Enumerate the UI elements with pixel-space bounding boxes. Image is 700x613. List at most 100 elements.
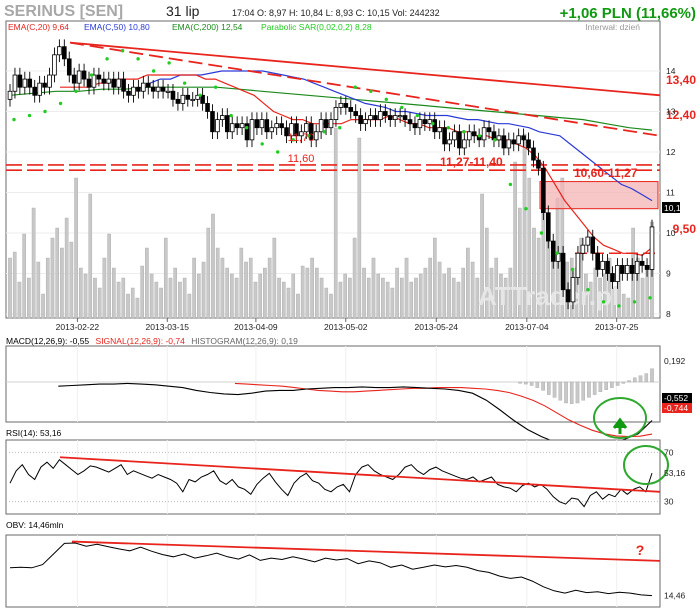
candle-up	[57, 46, 62, 56]
volume-bar	[225, 267, 229, 319]
candle-up	[180, 94, 186, 104]
last-price-tag	[662, 202, 680, 213]
sar-dot	[431, 121, 435, 126]
volume-bar	[366, 277, 371, 319]
candle-down	[254, 119, 260, 129]
date-axis: 2013-02-22 2013-03-15 2013-04-09 2013-05-02…	[56, 318, 639, 332]
volume-bar	[27, 277, 31, 319]
price-axis: 8 9 10 11 12 13 14 10,15	[662, 66, 686, 319]
volume-bar	[315, 267, 319, 319]
volume-bar	[636, 257, 640, 319]
volume-bar	[324, 287, 329, 319]
macd-histogram-bar	[621, 381, 626, 384]
volume-bar	[60, 247, 64, 319]
obv-panel: OBV: 14,46mln ? 14,46	[5, 520, 686, 608]
macd-histogram-bar	[575, 381, 580, 404]
volume-bar	[395, 267, 399, 319]
candle-down	[343, 103, 349, 108]
obv-trendline	[71, 540, 661, 562]
volume-bar	[17, 281, 22, 319]
volume-bar	[475, 277, 480, 319]
sar-dot	[353, 85, 357, 89]
price-tick-label: 13	[666, 107, 676, 117]
volume-bar	[626, 297, 631, 319]
volume-bar	[36, 261, 41, 319]
candle-up	[141, 82, 146, 92]
volume-bar	[187, 293, 192, 319]
sar-dot	[27, 113, 32, 118]
volume-bar	[277, 277, 281, 319]
candle-down	[590, 236, 596, 254]
sar-dot	[198, 93, 202, 98]
volume-bar	[527, 177, 532, 319]
sar-dot	[586, 288, 590, 292]
candle-up	[259, 119, 265, 129]
candle-up	[496, 135, 502, 141]
candle-up	[12, 74, 18, 92]
volume-bar	[560, 177, 565, 319]
volume-bar	[239, 247, 244, 319]
volume-bar	[45, 257, 50, 319]
sar-dot	[539, 231, 544, 235]
rsi-axis: 70 53,16 30	[664, 447, 686, 506]
candle-up	[516, 135, 521, 145]
volume-bar	[362, 267, 366, 319]
volume-bar	[484, 227, 489, 319]
macd-histogram-bar	[644, 373, 649, 383]
volume-bar	[234, 277, 239, 319]
volume-bar	[503, 277, 508, 319]
volume-bar	[400, 277, 404, 319]
price-tick-label: 10	[666, 228, 676, 238]
candle-down	[536, 159, 541, 169]
rsi-legend: RSI(14): 53,16	[6, 428, 62, 438]
legend-ema20: EMA(C,20) 9,64	[8, 22, 69, 32]
volume-bar	[319, 277, 324, 319]
candle-up	[220, 115, 225, 121]
obv-legend: OBV: 14,46mln	[6, 520, 64, 530]
volume-bar	[272, 237, 277, 319]
candle-down	[244, 123, 250, 141]
candle-up	[318, 119, 324, 133]
volume-bar	[489, 267, 494, 319]
macd-histogram-bar	[587, 381, 591, 398]
label-11-70: 11,70	[288, 132, 315, 144]
volume-bar	[31, 207, 36, 319]
candle-up	[625, 264, 630, 274]
candle-down	[200, 94, 205, 104]
price-legend: EMA(C,20) 9,64 EMA(C,50) 10,80 EMA(C,200…	[8, 22, 372, 32]
candle-up	[368, 115, 373, 121]
candle-down	[521, 135, 526, 141]
candle-down	[471, 131, 477, 137]
volume-bar	[300, 265, 305, 319]
candle-down	[387, 115, 393, 121]
candle-down	[526, 139, 531, 149]
candle-up	[481, 127, 487, 141]
volume-bar	[447, 267, 451, 319]
volume-bar	[244, 261, 248, 319]
candle-up	[452, 131, 457, 141]
volume-bar	[470, 261, 475, 319]
sar-dot	[291, 138, 295, 142]
volume-bar	[338, 281, 343, 319]
macd-histogram-bar	[558, 381, 563, 401]
volume-bar	[55, 227, 60, 319]
candle-up	[289, 123, 294, 137]
sar-dot	[105, 57, 109, 61]
sar-dot	[120, 49, 125, 53]
resistance-zone	[539, 181, 659, 210]
rsi-tick-last: 53,16	[664, 468, 686, 478]
volume-bar	[428, 257, 432, 319]
volume-bar	[135, 297, 140, 319]
volume-bar	[518, 207, 522, 319]
candle-down	[111, 78, 117, 88]
sar-dot	[151, 69, 156, 73]
candle-up	[313, 131, 319, 141]
macd-histogram-bar	[518, 381, 522, 384]
macd-annotation	[593, 397, 647, 439]
candle-down	[42, 82, 47, 88]
volume-bar	[116, 281, 121, 319]
volume-bar	[93, 277, 97, 319]
candle-up	[462, 139, 467, 149]
volume-bar	[168, 277, 173, 319]
volume-bar	[499, 273, 503, 319]
